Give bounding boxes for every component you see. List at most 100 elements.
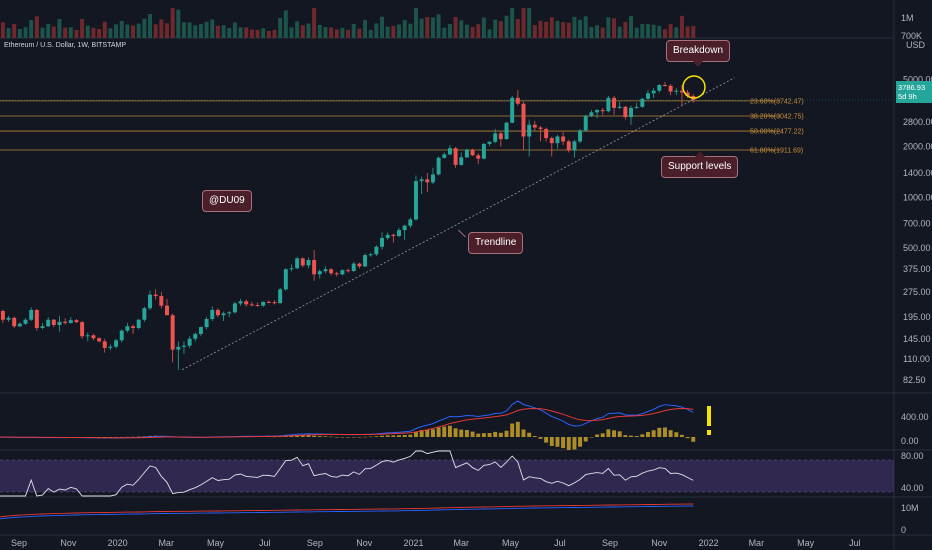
volume-bar-67: [368, 29, 373, 38]
candle-body-3: [6, 317, 11, 320]
macd-hist-110: [612, 430, 617, 437]
macd-hist-58: [317, 436, 322, 437]
volume-bar-66: [363, 19, 368, 38]
volume-bar-27: [142, 18, 147, 38]
candle-body-99: [549, 138, 554, 144]
macd-hist-118: [657, 427, 662, 437]
volume-bar-124: [691, 26, 696, 38]
time-tick-1: Nov: [60, 538, 77, 548]
candle-body-115: [640, 98, 645, 107]
symbol-title[interactable]: Ethereum / U.S. Dollar, 1W, BITSTAMP: [4, 42, 127, 49]
macd-hist-26: [136, 436, 141, 438]
volume-bar-34: [181, 22, 186, 38]
price-axis[interactable]: 5000.00 2800.00 2000.00 1400.00 1000.00 700.0…: [0, 75, 932, 385]
macd-hist-93: [515, 421, 520, 437]
volume-bar-36: [193, 25, 198, 38]
candle-body-97: [538, 127, 543, 129]
volume-bar-18: [91, 27, 96, 38]
volume-bar-103: [572, 16, 577, 38]
macd-hist-108: [600, 433, 605, 437]
candle-body-56: [306, 260, 311, 266]
volume-bar-101: [561, 22, 566, 38]
candle-body-82: [453, 148, 458, 165]
volume-bar-3: [6, 28, 11, 38]
breakdown-callout[interactable]: Breakdown: [666, 40, 731, 67]
volume-bar-49: [266, 31, 271, 38]
volume-bar-81: [447, 23, 452, 38]
candle-body-106: [589, 112, 594, 116]
candle-body-88: [487, 141, 492, 144]
volume-bar-102: [566, 22, 571, 38]
macd-hist-106: [589, 437, 594, 438]
volume-bar-97: [538, 20, 543, 38]
candle-body-2: [0, 310, 5, 320]
macd-hist-123: [685, 437, 690, 439]
pane-1-tick-0: 1M: [901, 13, 914, 23]
macd-hist-69: [380, 435, 385, 437]
time-tick-12: Sep: [602, 538, 618, 548]
volume-bar-120: [668, 24, 673, 38]
macd-hist-96: [532, 436, 537, 437]
candle-body-110: [612, 97, 617, 108]
volume-bar-121: [674, 27, 679, 38]
volume-bar-118: [657, 25, 662, 38]
candle-body-41: [221, 313, 226, 316]
volume-bar-9: [40, 27, 45, 38]
candle-body-91: [504, 122, 509, 140]
macd-hist-61: [334, 436, 339, 438]
candle-body-113: [629, 107, 633, 118]
macd-hist-104: [578, 437, 583, 447]
macd-hist-78: [430, 429, 435, 437]
macd-hist-80: [442, 426, 447, 437]
time-tick-13: Nov: [651, 538, 668, 548]
support-levels-callout[interactable]: Support levels: [661, 151, 739, 178]
volume-bar-61: [334, 29, 339, 38]
volume-bar-90: [498, 21, 503, 38]
price-tick-2: 2000.00: [903, 142, 932, 152]
volume-bar-20: [102, 21, 107, 38]
candle-body-43: [232, 303, 237, 313]
candle-body-85: [470, 149, 475, 156]
macd-hist-82: [453, 428, 458, 437]
pane-3-tick-0: 80.00: [901, 451, 924, 461]
volume-bar-46: [249, 29, 254, 38]
candle-body-81: [447, 148, 452, 155]
volume-bar-111: [617, 26, 622, 38]
trendline-callout[interactable]: Trendline: [468, 232, 524, 254]
candle-body-6: [23, 319, 28, 324]
macd-hist-119: [662, 427, 667, 437]
pane-4-tick-0: 10M: [901, 503, 919, 513]
volume-bar-45: [244, 27, 249, 38]
fib-label-2: 50.00%(2477.22): [750, 129, 804, 136]
volume-bar-110: [612, 18, 617, 38]
fib-label-0: 23.60%(3742.47): [750, 98, 804, 105]
volume-bar-15: [74, 29, 79, 38]
macd-hist-107: [595, 434, 600, 437]
volume-bar-63: [346, 29, 351, 38]
volume-bar-60: [329, 27, 334, 38]
macd-hist-57: [312, 435, 317, 437]
volume-bar-117: [651, 24, 656, 38]
macd-hist-117: [651, 430, 656, 437]
trendline-drawing[interactable]: [182, 77, 735, 371]
volume-bar-56: [306, 23, 311, 38]
macd-hist-70: [385, 435, 390, 437]
time-axis[interactable]: Sep Nov 2020 Mar May Jul Sep Nov 2021 Mar May Jul Se…: [11, 538, 861, 548]
candle-body-32: [170, 315, 175, 350]
candle-body-23: [119, 330, 124, 341]
rsi-line: [0, 450, 694, 497]
candle-body-84: [464, 149, 469, 158]
volume-bar-77: [425, 17, 430, 38]
volume-bar-98: [544, 21, 549, 38]
macd-hist-59: [323, 436, 328, 437]
price-tick-0: 5000.00: [903, 75, 932, 85]
volume-bar-94: [521, 8, 526, 38]
volume-bar-68: [374, 23, 379, 38]
macd-hist-99: [549, 437, 554, 446]
candle-body-35: [187, 338, 192, 346]
candle-body-77: [425, 179, 430, 183]
volume-bar-87: [481, 17, 486, 38]
candle-body-18: [91, 335, 96, 339]
macd-hist-111: [617, 431, 622, 437]
